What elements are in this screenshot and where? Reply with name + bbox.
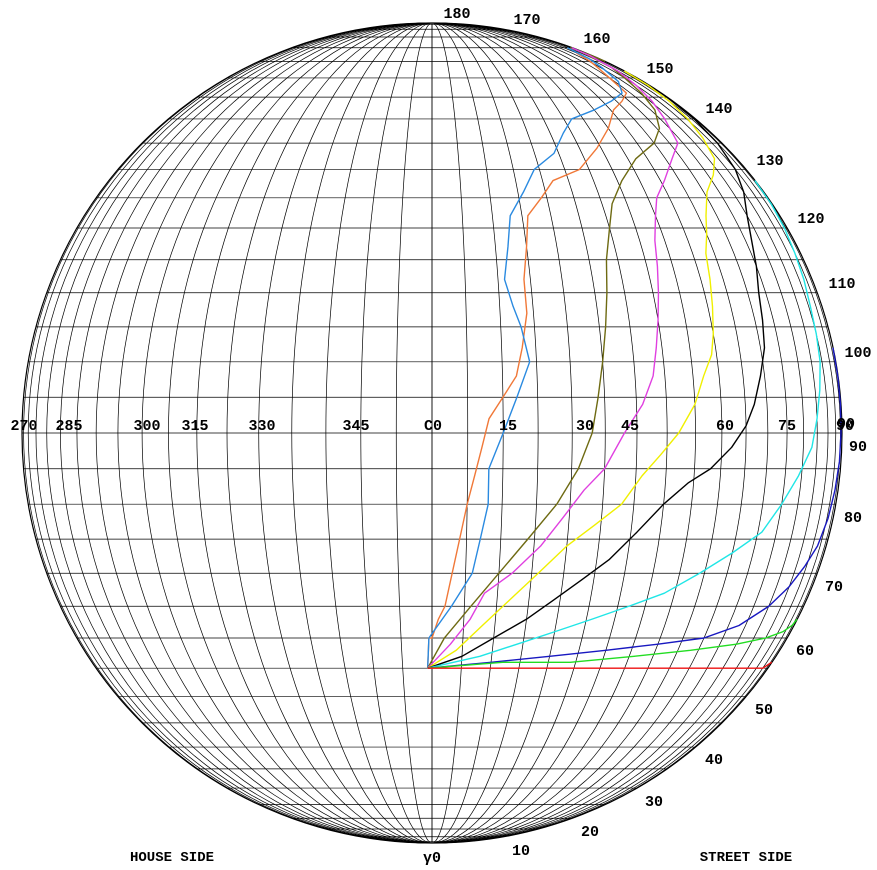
grid-c-plane-line: [226, 22, 433, 844]
grid-c-plane-line: [431, 22, 469, 844]
c0-label: C0: [424, 418, 442, 435]
c-plane-label: 15: [499, 418, 517, 435]
gamma-label: 20: [581, 824, 599, 841]
grid-c-plane-line: [117, 22, 433, 844]
c-plane-label: 60: [716, 418, 734, 435]
isocandela-curves: [426, 47, 842, 669]
grid-c-plane-line: [258, 22, 433, 844]
gamma-label: 120: [797, 211, 824, 228]
gamma-label: 30: [645, 794, 663, 811]
grid-c-plane-line: [431, 22, 573, 844]
isocandela-curve-9: [427, 661, 773, 669]
grid-c-plane-line: [431, 22, 747, 844]
house-side-label: HOUSE SIDE: [130, 850, 214, 866]
c-plane-label: 270: [10, 418, 37, 435]
grid-c-plane-line: [431, 22, 837, 844]
grid-c-plane-line: [60, 22, 433, 844]
grid-c-plane-line: [431, 22, 539, 844]
grid-c-plane-line: [431, 22, 606, 844]
gamma-label: 170: [513, 12, 540, 29]
gamma-label: 150: [646, 61, 673, 78]
grid-c-plane-line: [23, 22, 433, 844]
gamma-label: 110: [828, 276, 855, 293]
gamma-label: 50: [755, 702, 773, 719]
polar-grid: [21, 22, 843, 844]
grid-c-plane-line: [431, 22, 696, 844]
c-plane-label: 330: [248, 418, 275, 435]
grid-c-plane-line: [141, 22, 433, 844]
gamma-label: 90: [837, 416, 855, 433]
c-plane-label: 90: [836, 418, 854, 435]
grid-c-plane-line: [360, 22, 433, 844]
isocandela-curve-6: [427, 180, 821, 669]
c-plane-label: 285: [55, 418, 82, 435]
grid-c-plane-line: [196, 22, 433, 844]
gamma-label: 10: [512, 843, 530, 860]
grid-c-plane-line: [27, 22, 433, 844]
c-plane-label: 315: [181, 418, 208, 435]
isocandela-curve-5: [427, 96, 766, 669]
grid-c-plane-line: [395, 22, 433, 844]
gamma-label: 60: [796, 643, 814, 660]
isocandela-curve-8: [427, 618, 798, 669]
gamma-label: 40: [705, 752, 723, 769]
gamma-label: 140: [705, 101, 732, 118]
c-plane-label: 45: [621, 418, 639, 435]
grid-c-plane-line: [325, 22, 433, 844]
grid-c-plane-line: [431, 22, 668, 844]
grid-c-plane-line: [76, 22, 433, 844]
gamma-label: 160: [583, 31, 610, 48]
gamma-label: 90: [849, 439, 867, 456]
isocandela-curve-4: [427, 70, 716, 669]
grid-c-plane-line: [431, 22, 638, 844]
isocandela-curve-7: [427, 347, 842, 669]
isocandela-curve-2: [427, 47, 661, 669]
gamma-label: 180: [443, 6, 470, 23]
grid-c-plane-line: [168, 22, 433, 844]
grid-c-plane-line: [95, 22, 433, 844]
gamma-label: 100: [844, 345, 871, 362]
isocandela-curve-0: [426, 52, 628, 669]
grid-c-plane-line: [431, 22, 769, 844]
isocandela-curve-1: [426, 47, 623, 669]
gamma-label: 130: [756, 153, 783, 170]
c-plane-label: 300: [133, 418, 160, 435]
grid-c-plane-line: [291, 22, 433, 844]
isocandela-curve-3: [427, 47, 679, 669]
c-plane-label: 75: [778, 418, 796, 435]
axis-labels: C0 γ0 HOUSE SIDE STREET SIDE 270 285 300 31…: [10, 6, 871, 867]
grid-c-plane-line: [431, 22, 829, 844]
c-plane-label: 30: [576, 418, 594, 435]
grid-c-plane-line: [35, 22, 433, 844]
c-plane-label: 345: [342, 418, 369, 435]
grid-c-plane-line: [431, 22, 804, 844]
gamma-zero-label: γ0: [423, 850, 441, 867]
gamma-label: 80: [844, 510, 862, 527]
grid-c-plane-line: [431, 22, 723, 844]
gamma-label: 70: [825, 579, 843, 596]
street-side-label: STREET SIDE: [700, 850, 792, 866]
grid-c-plane-line: [46, 22, 433, 844]
